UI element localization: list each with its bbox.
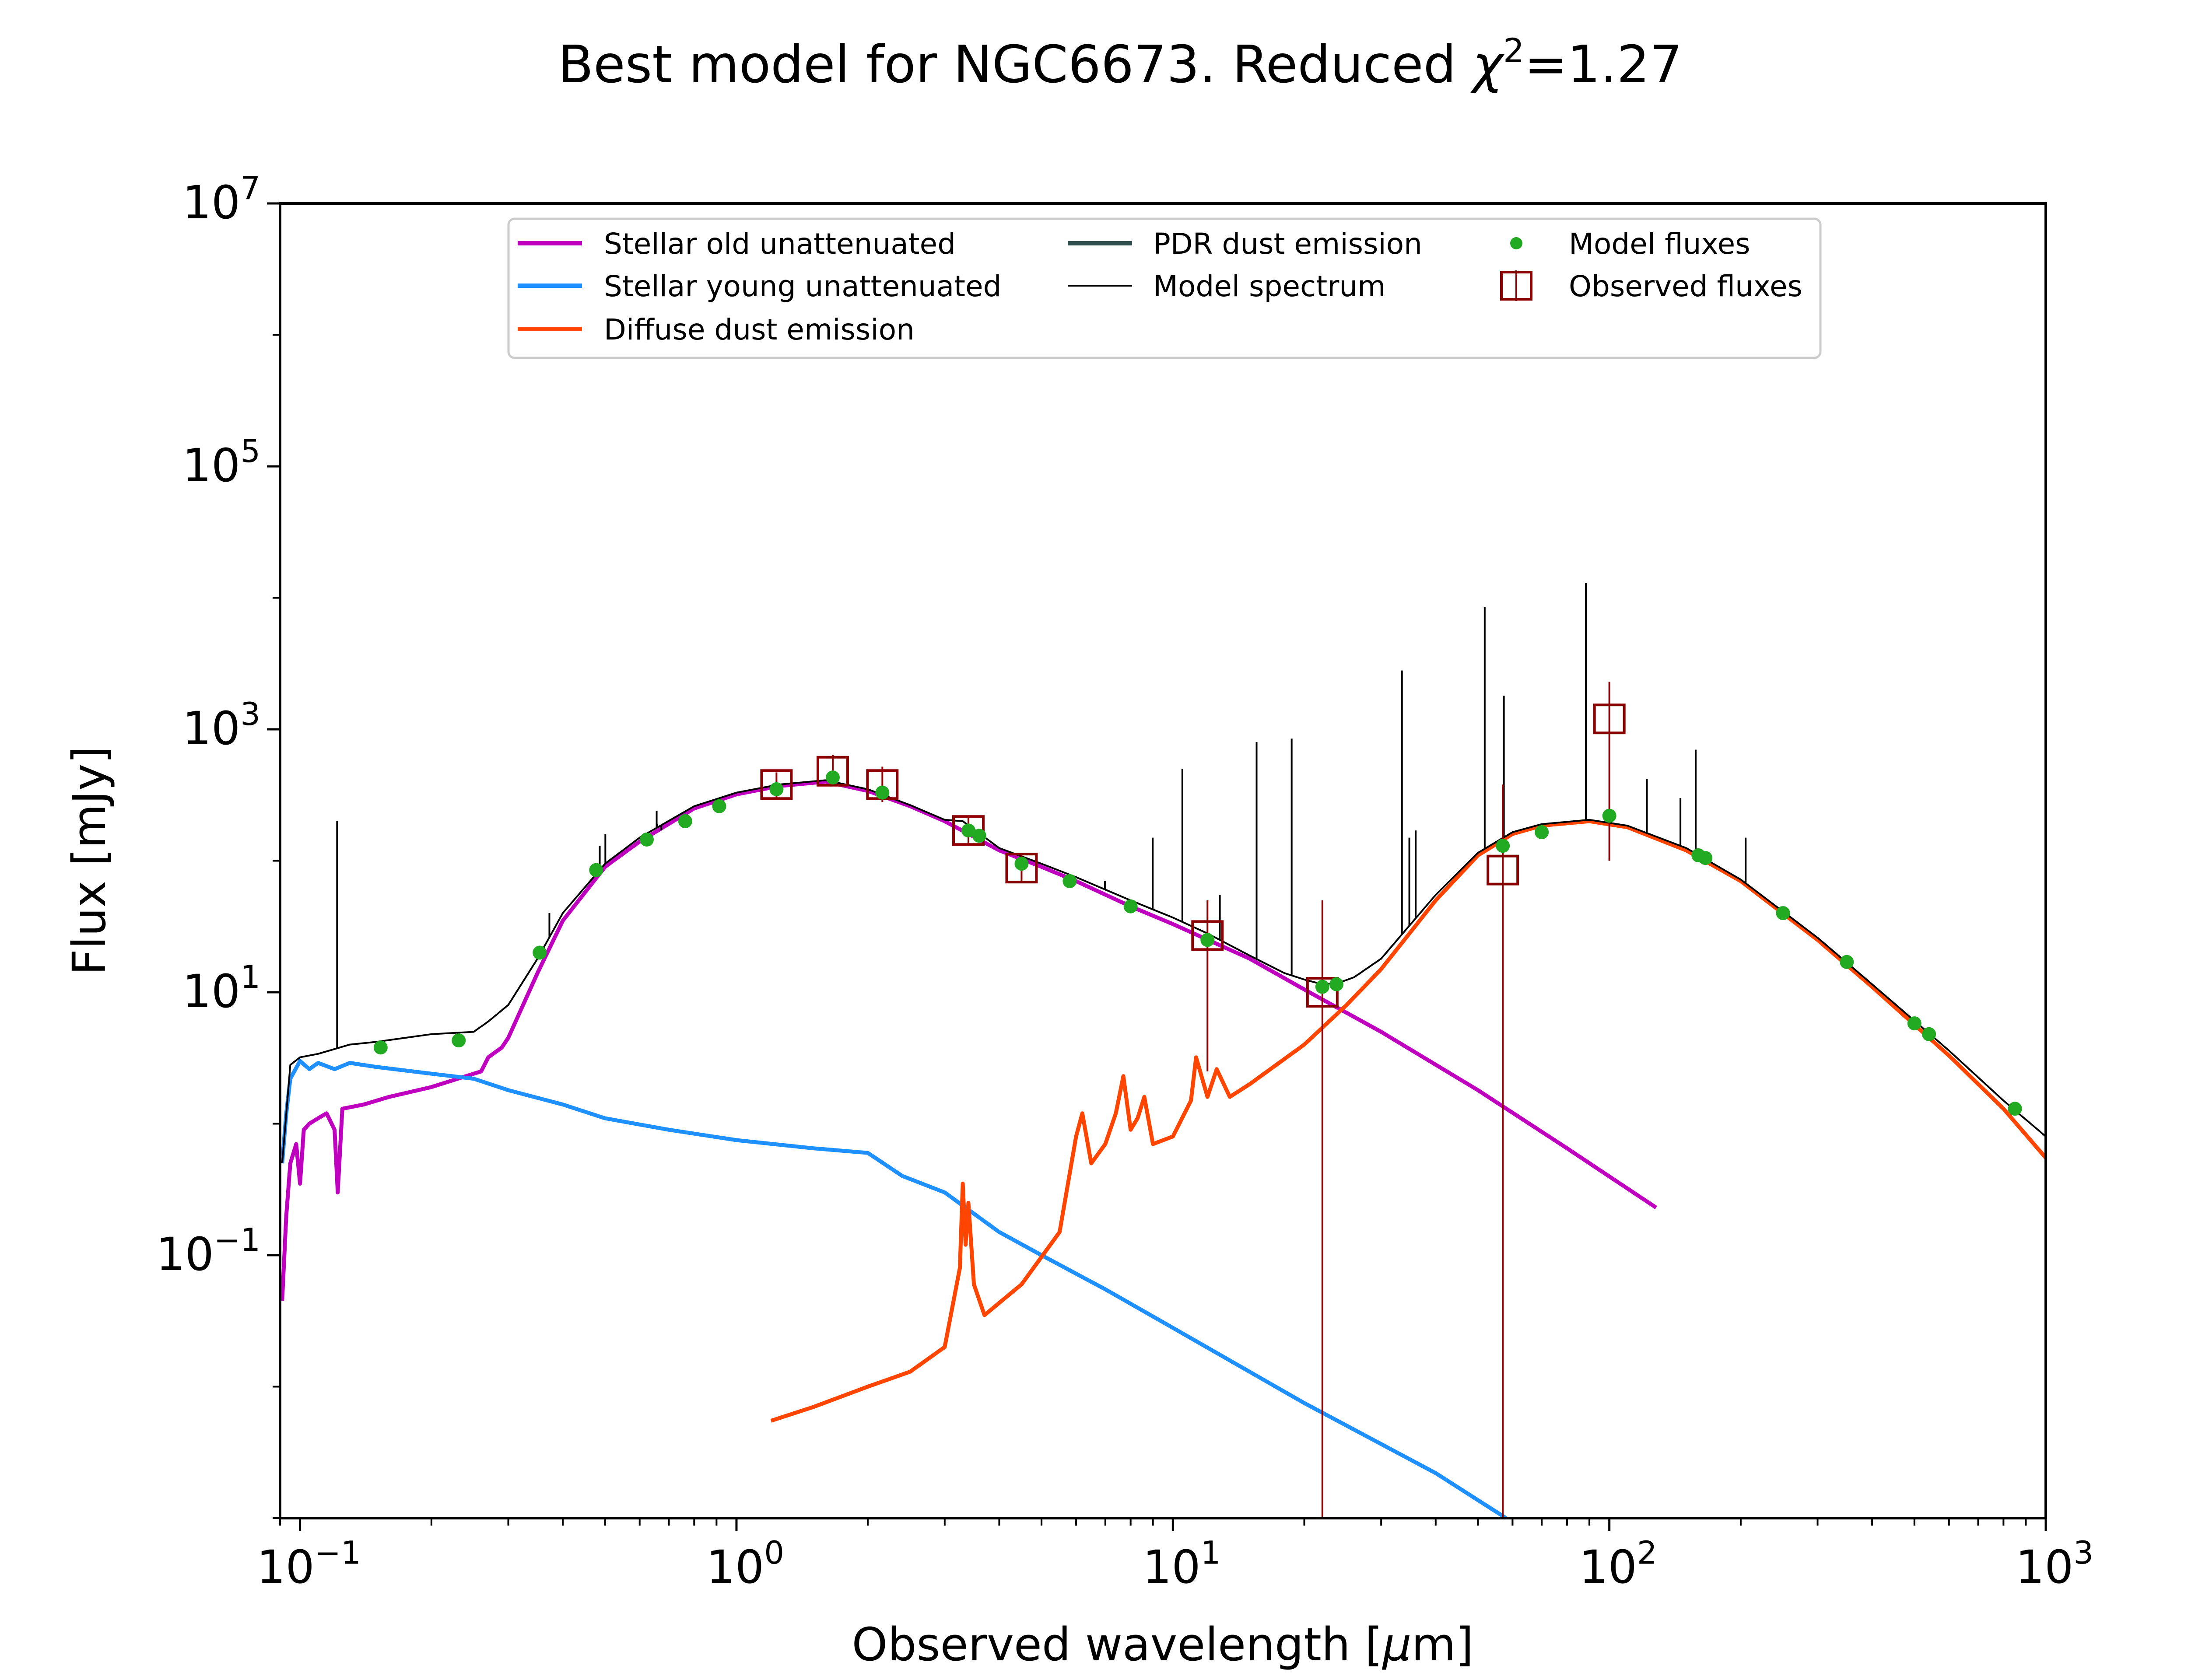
observed-flux-marker bbox=[817, 756, 849, 787]
legend-label-stellar-old: Stellar old unattenuated bbox=[604, 227, 956, 261]
series-line-model-spectrum bbox=[281, 779, 2047, 1164]
model-flux-point bbox=[678, 814, 692, 829]
model-flux-point bbox=[1698, 851, 1713, 865]
model-flux-point bbox=[452, 1033, 466, 1048]
observed-flux-marker bbox=[1005, 853, 1038, 884]
observed-flux-marker bbox=[1191, 920, 1224, 951]
model-flux-point bbox=[712, 799, 726, 813]
ticks-layer: 10−1 100 101 102 103 10−1 101 103 105 107 bbox=[156, 170, 2094, 1594]
x-tick-label: 10−1 bbox=[256, 1534, 361, 1594]
x-tick-label: 101 bbox=[1143, 1534, 1220, 1594]
model-flux-point bbox=[1315, 980, 1329, 994]
legend-swatch-observed-fluxes bbox=[1500, 270, 1532, 301]
points-layer bbox=[373, 682, 2022, 1518]
y-axis-title: Flux [mJy] bbox=[63, 746, 116, 975]
model-flux-point bbox=[1907, 1016, 1922, 1031]
legend-label-model-fluxes: Model fluxes bbox=[1569, 227, 1750, 261]
model-flux-point bbox=[1922, 1027, 1936, 1041]
x-tick-label: 103 bbox=[2016, 1534, 2093, 1594]
series-line-stellar-old-unattenuated bbox=[280, 780, 1658, 1301]
model-flux-point bbox=[1062, 874, 1077, 889]
model-flux-point bbox=[1840, 955, 1854, 969]
y-tick-label: 103 bbox=[182, 696, 260, 755]
model-flux-point bbox=[589, 863, 603, 877]
legend: Stellar old unattenuated Stellar young u… bbox=[507, 217, 1822, 359]
legend-label-model-spectrum: Model spectrum bbox=[1153, 270, 1385, 303]
y-tick-label: 101 bbox=[182, 959, 260, 1018]
legend-label-stellar-young: Stellar young unattenuated bbox=[604, 270, 1002, 303]
model-flux-point bbox=[1123, 899, 1138, 914]
model-flux-point bbox=[1496, 839, 1510, 853]
model-flux-point bbox=[373, 1040, 388, 1055]
model-flux-point bbox=[1602, 808, 1616, 823]
observed-flux-marker bbox=[1593, 704, 1626, 735]
legend-box bbox=[507, 217, 1822, 359]
model-flux-point bbox=[1200, 933, 1215, 947]
legend-swatch-model-fluxes bbox=[1510, 237, 1522, 249]
observed-flux-marker bbox=[1487, 854, 1519, 886]
y-tick-label: 10−1 bbox=[156, 1222, 260, 1281]
y-tick-label: 107 bbox=[182, 170, 260, 229]
model-flux-point bbox=[875, 785, 890, 800]
model-flux-point bbox=[533, 945, 547, 960]
model-flux-point bbox=[1014, 857, 1029, 871]
x-tick-label: 100 bbox=[706, 1534, 784, 1594]
legend-label-diffuse-dust: Diffuse dust emission bbox=[604, 313, 915, 346]
y-tick-label: 105 bbox=[182, 433, 260, 492]
series-line-diffuse-dust-emission bbox=[770, 819, 2048, 1423]
model-flux-point bbox=[769, 782, 784, 797]
x-axis-title: Observed wavelength [μm] bbox=[852, 1618, 1474, 1671]
observed-flux-marker bbox=[760, 769, 793, 800]
x-tick-label: 102 bbox=[1579, 1534, 1657, 1594]
legend-label-observed-fluxes: Observed fluxes bbox=[1569, 270, 1802, 303]
model-flux-point bbox=[826, 770, 840, 785]
observed-flux-marker bbox=[1306, 977, 1339, 1008]
model-flux-point bbox=[1535, 825, 1549, 840]
model-flux-point bbox=[1776, 906, 1790, 920]
series-layer bbox=[280, 583, 2048, 1520]
legend-label-pdr-dust: PDR dust emission bbox=[1153, 227, 1422, 261]
model-flux-point bbox=[961, 823, 976, 838]
model-flux-point bbox=[640, 833, 654, 847]
chart-title: Best model for NGC6673. Reduced χ2=1.27 bbox=[558, 31, 1683, 94]
model-flux-point bbox=[1329, 977, 1344, 991]
model-flux-point bbox=[2008, 1102, 2022, 1116]
series-line-stellar-young-unattenuated bbox=[280, 1059, 1508, 1520]
model-flux-point bbox=[972, 829, 986, 843]
